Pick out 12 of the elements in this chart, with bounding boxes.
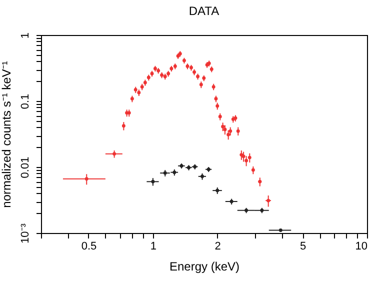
y-tick-label: 0.1 (20, 94, 32, 110)
x-axis-title: Energy (keV) (169, 260, 240, 274)
y-tick-label: 0.01 (20, 156, 32, 178)
y-axis-title: normalized counts s⁻¹ keV⁻¹ (0, 61, 14, 208)
x-tick-label: 5 (300, 240, 306, 252)
y-tick-label: 1 (20, 32, 32, 39)
x-tick-label: 0.5 (81, 240, 97, 252)
y-tick-label: 10⁻³ (20, 223, 32, 244)
chart-title: DATA (188, 4, 220, 18)
x-tick-label: 2 (214, 240, 221, 252)
x-tick-label: 10 (355, 240, 368, 252)
x-tick-label: 1 (150, 240, 156, 252)
